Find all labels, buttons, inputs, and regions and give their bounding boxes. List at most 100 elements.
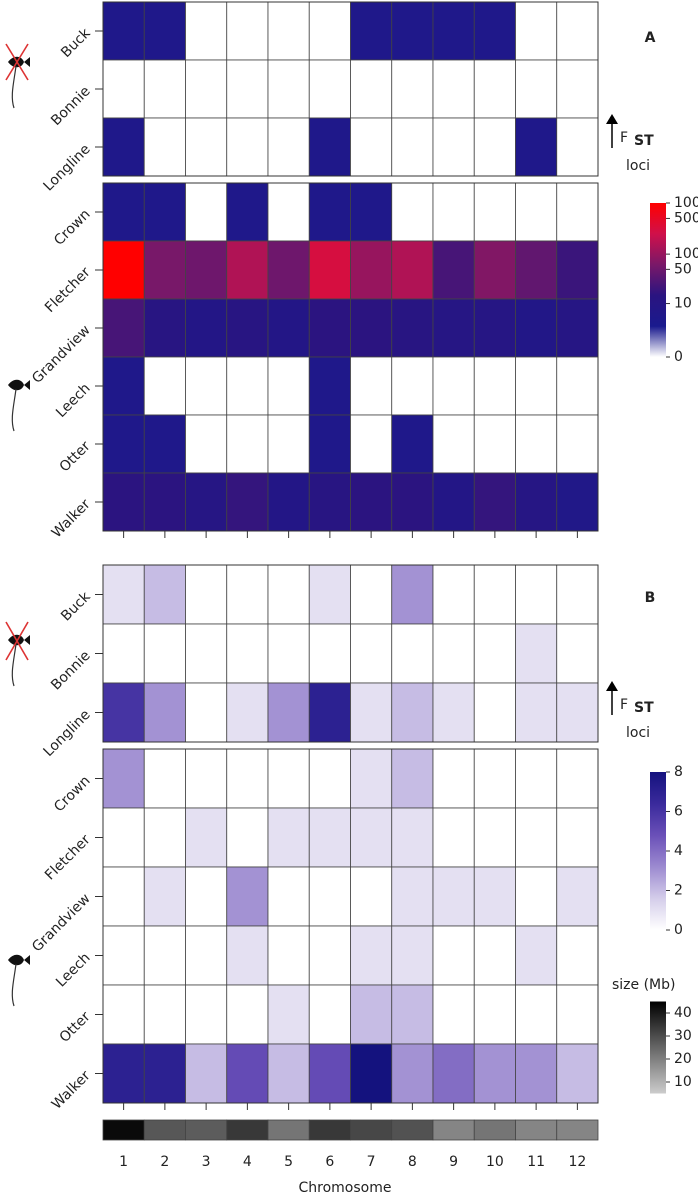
heat-cell [143, 117, 186, 177]
row-label: Buck [58, 588, 94, 624]
heat-cell [267, 117, 310, 177]
heat-cell [515, 564, 558, 625]
heat-cell [226, 1, 269, 61]
row-label: Bonnie [48, 83, 94, 129]
x-tick-label: 6 [325, 1154, 334, 1170]
heat-cell [267, 807, 310, 868]
heat-cell [267, 623, 310, 684]
legend-title: size (Mb) [612, 977, 676, 993]
heat-cell [350, 472, 393, 532]
heat-cell [556, 414, 599, 474]
size-cell [102, 1119, 145, 1141]
heat-cell [391, 472, 434, 532]
heat-cell [143, 623, 186, 684]
heat-cell [308, 240, 351, 300]
legend-tick-label: 30 [674, 1028, 692, 1044]
heat-cell [267, 925, 310, 986]
x-tick-label: 2 [160, 1154, 169, 1170]
heat-cell [308, 564, 351, 625]
heat-cell [226, 564, 269, 625]
heat-cell [226, 866, 269, 927]
legend-title: F [620, 697, 628, 713]
x-tick-label: 8 [408, 1154, 417, 1170]
x-tick-label: 3 [202, 1154, 211, 1170]
heat-cell [267, 866, 310, 927]
heat-cell [267, 472, 310, 532]
heat-cell [350, 925, 393, 986]
heat-cell [350, 807, 393, 868]
heat-cell [432, 623, 475, 684]
legend-tick-label: 500 [674, 210, 698, 226]
heat-cell [185, 414, 228, 474]
heat-cell [515, 748, 558, 809]
heat-cell [308, 1, 351, 61]
heat-cell [143, 472, 186, 532]
heat-cell [308, 59, 351, 119]
heat-cell [473, 356, 516, 416]
heat-cell [102, 240, 145, 300]
heat-cell [432, 59, 475, 119]
heat-cell [432, 117, 475, 177]
heat-cell [350, 1, 393, 61]
heat-cell [185, 59, 228, 119]
row-label: Crown [51, 206, 94, 249]
heat-cell [391, 59, 434, 119]
heat-cell [350, 240, 393, 300]
heat-cell [226, 623, 269, 684]
heat-cell [556, 298, 599, 358]
heat-cell [515, 182, 558, 242]
legend-tick-label: 1000 [674, 195, 698, 211]
x-tick-label: 5 [284, 1154, 293, 1170]
heat-cell [556, 117, 599, 177]
row-label: Otter [57, 1009, 94, 1046]
heat-cell [267, 1043, 310, 1104]
legend-tick-label: 40 [674, 1005, 692, 1021]
heat-cell [308, 748, 351, 809]
heat-cell [473, 298, 516, 358]
heat-cell [143, 564, 186, 625]
heat-cell [515, 472, 558, 532]
heat-cell [473, 984, 516, 1045]
heat-cell [515, 356, 558, 416]
heat-cell [350, 866, 393, 927]
heat-cell [143, 807, 186, 868]
heat-cell [185, 866, 228, 927]
heat-cell [308, 298, 351, 358]
heat-cell [350, 414, 393, 474]
heat-cell [432, 182, 475, 242]
heat-cell [308, 414, 351, 474]
legend-title-sub: ST [634, 133, 654, 149]
size-cell [267, 1119, 310, 1141]
heat-cell [185, 298, 228, 358]
size-cell [143, 1119, 186, 1141]
heat-cell [143, 866, 186, 927]
heat-cell [102, 472, 145, 532]
heat-cell [185, 564, 228, 625]
heat-cell [143, 682, 186, 743]
heat-cell [102, 682, 145, 743]
heat-cell [267, 59, 310, 119]
heat-cell [102, 298, 145, 358]
heat-cell [308, 182, 351, 242]
heat-cell [143, 182, 186, 242]
legend-tick-label: 10 [674, 1074, 692, 1090]
heat-cell [432, 564, 475, 625]
heat-cell [308, 356, 351, 416]
size-cell [185, 1119, 228, 1141]
x-tick-label: 11 [527, 1154, 545, 1170]
heat-cell [556, 240, 599, 300]
heat-cell [143, 356, 186, 416]
size-cell [473, 1119, 516, 1141]
heat-cell [226, 682, 269, 743]
heat-cell [556, 472, 599, 532]
heat-cell [391, 182, 434, 242]
heat-cell [473, 623, 516, 684]
heat-cell [143, 984, 186, 1045]
heat-cell [143, 414, 186, 474]
heat-cell [308, 984, 351, 1045]
heat-cell [102, 414, 145, 474]
heat-cell [185, 623, 228, 684]
heat-cell [350, 623, 393, 684]
heat-cell [350, 564, 393, 625]
